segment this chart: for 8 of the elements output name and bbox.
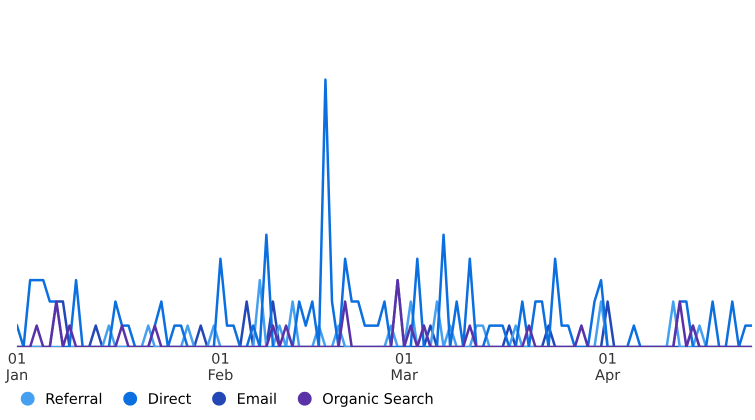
legend-label: Email: [238, 392, 276, 404]
x-tick-label: 01 Mar: [392, 352, 418, 380]
x-tick-label: 01 Jan: [5, 352, 27, 383]
x-tick-label: 01 Feb: [208, 352, 233, 380]
legend-label: Organic Search: [323, 392, 432, 407]
legend-label: Direct: [149, 392, 192, 404]
legend-label: Referral: [46, 392, 102, 404]
x-tick-label: 01 Apr: [595, 352, 620, 383]
